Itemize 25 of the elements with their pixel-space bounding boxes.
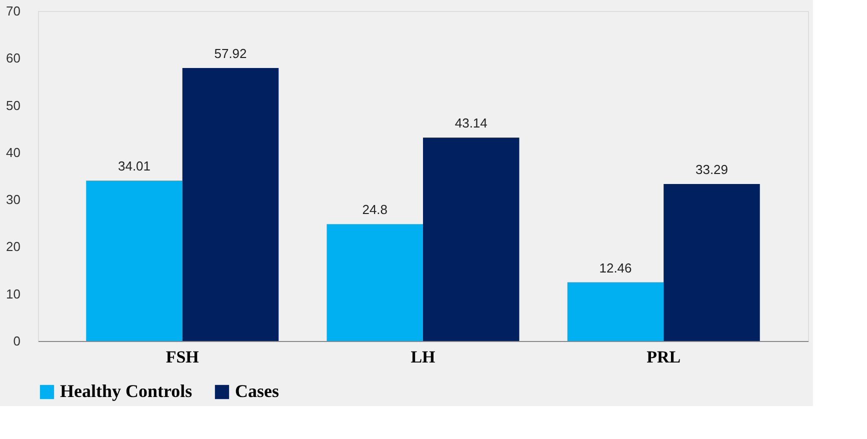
y-tick-label: 30 — [6, 192, 20, 208]
data-label: 33.29 — [695, 162, 728, 178]
data-label: 12.46 — [599, 260, 632, 276]
bar — [326, 224, 423, 341]
bar — [664, 184, 760, 341]
legend-label: Cases — [235, 381, 279, 401]
data-label: 57.92 — [214, 46, 247, 61]
data-label: 24.8 — [362, 202, 388, 218]
y-tick-label: 70 — [6, 4, 20, 18]
y-tick-label: 10 — [6, 286, 20, 302]
x-tick-label: LH — [410, 348, 436, 366]
y-tick-label: 40 — [6, 144, 20, 160]
y-tick-label: 20 — [6, 239, 20, 254]
y-tick-label: 0 — [13, 334, 20, 348]
y-tick-label: 60 — [6, 50, 20, 66]
y-tick-label: 50 — [6, 98, 20, 113]
legend-label: Healthy Controls — [60, 381, 192, 401]
bar — [567, 282, 664, 341]
x-tick-label: FSH — [166, 348, 199, 366]
x-tick-label: PRL — [646, 348, 681, 366]
data-label: 43.14 — [454, 116, 488, 131]
bar — [182, 68, 279, 341]
bar — [423, 138, 520, 341]
bar — [86, 180, 182, 341]
data-label: 34.01 — [118, 158, 151, 174]
